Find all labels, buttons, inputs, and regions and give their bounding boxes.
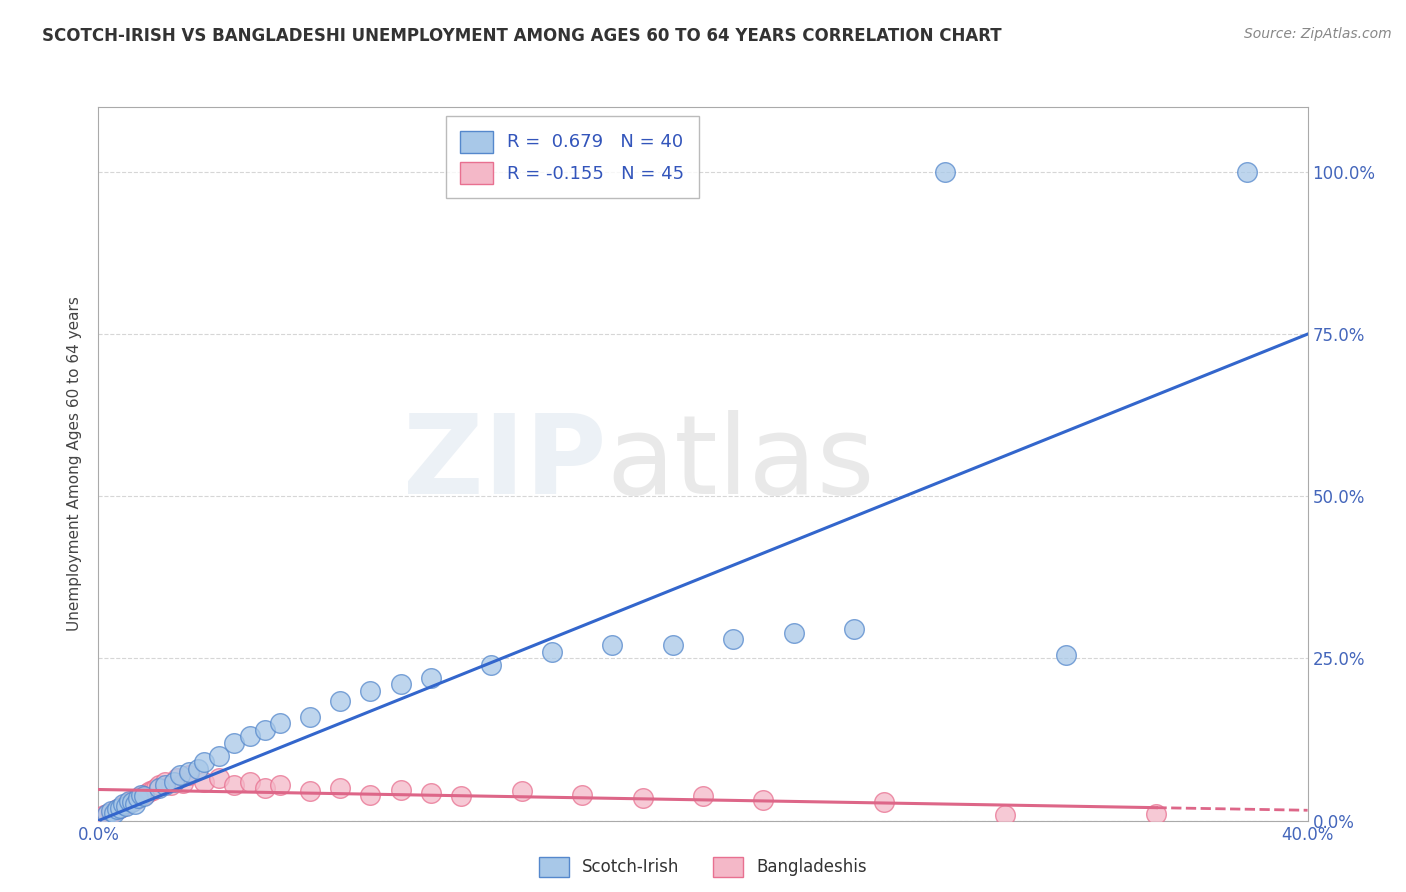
Point	[239, 774, 262, 789]
Point	[752, 793, 775, 807]
Point	[108, 800, 131, 814]
Y-axis label: Unemployment Among Ages 60 to 64 years: Unemployment Among Ages 60 to 64 years	[67, 296, 83, 632]
Point	[420, 786, 443, 800]
Point	[602, 639, 624, 653]
Point	[224, 778, 246, 792]
Point	[96, 807, 118, 822]
Point	[179, 764, 201, 779]
Point	[118, 794, 141, 808]
Point	[93, 808, 115, 822]
Point	[142, 782, 165, 797]
Point	[153, 778, 176, 792]
Point	[253, 781, 276, 796]
Point	[160, 778, 183, 792]
Point	[103, 805, 125, 820]
Point	[208, 748, 231, 763]
Point	[90, 810, 112, 824]
Text: ZIP: ZIP	[404, 410, 606, 517]
Point	[148, 781, 170, 796]
Point	[100, 804, 122, 818]
Point	[105, 802, 128, 816]
Point	[129, 789, 152, 803]
Point	[360, 788, 382, 802]
Point	[389, 782, 412, 797]
Point	[135, 786, 157, 800]
Point	[723, 632, 745, 646]
Point	[179, 768, 201, 782]
Point	[103, 804, 125, 818]
Point	[934, 165, 956, 179]
Point	[1054, 648, 1077, 663]
Point	[360, 684, 382, 698]
Point	[132, 788, 155, 802]
Point	[111, 799, 134, 814]
Point	[269, 778, 291, 792]
Point	[148, 778, 170, 792]
Point	[329, 693, 352, 707]
Point	[172, 776, 194, 790]
Point	[389, 677, 412, 691]
Point	[153, 774, 176, 789]
Point	[193, 774, 215, 789]
Point	[111, 797, 134, 812]
Point	[114, 799, 136, 814]
Point	[844, 622, 866, 636]
Point	[124, 797, 146, 812]
Point	[631, 791, 654, 805]
Point	[873, 796, 896, 810]
Point	[121, 794, 143, 808]
Point	[193, 756, 215, 770]
Point	[129, 788, 152, 802]
Point	[121, 796, 143, 810]
Point	[118, 796, 141, 810]
Point	[187, 762, 209, 776]
Point	[139, 784, 162, 798]
Text: SCOTCH-IRISH VS BANGLADESHI UNEMPLOYMENT AMONG AGES 60 TO 64 YEARS CORRELATION C: SCOTCH-IRISH VS BANGLADESHI UNEMPLOYMENT…	[42, 27, 1002, 45]
Point	[239, 729, 262, 743]
Point	[1144, 807, 1167, 822]
Point	[96, 807, 118, 822]
Point	[127, 791, 149, 805]
Point	[253, 723, 276, 737]
Point	[108, 800, 131, 814]
Point	[100, 805, 122, 820]
Point	[127, 791, 149, 805]
Point	[163, 774, 186, 789]
Point	[132, 789, 155, 803]
Point	[105, 802, 128, 816]
Point	[329, 781, 352, 796]
Point	[692, 789, 714, 803]
Point	[994, 808, 1017, 822]
Point	[169, 768, 191, 782]
Point	[299, 784, 322, 798]
Legend: Scotch-Irish, Bangladeshis: Scotch-Irish, Bangladeshis	[533, 850, 873, 884]
Point	[208, 772, 231, 786]
Point	[420, 671, 443, 685]
Text: Source: ZipAtlas.com: Source: ZipAtlas.com	[1244, 27, 1392, 41]
Point	[269, 716, 291, 731]
Point	[1236, 165, 1258, 179]
Point	[450, 789, 472, 803]
Point	[124, 793, 146, 807]
Point	[299, 710, 322, 724]
Point	[783, 625, 806, 640]
Point	[166, 772, 188, 786]
Text: atlas: atlas	[606, 410, 875, 517]
Point	[571, 788, 593, 802]
Point	[481, 657, 503, 672]
Point	[145, 781, 167, 796]
Point	[114, 797, 136, 812]
Point	[540, 645, 562, 659]
Point	[510, 784, 533, 798]
Point	[224, 736, 246, 750]
Point	[662, 639, 685, 653]
